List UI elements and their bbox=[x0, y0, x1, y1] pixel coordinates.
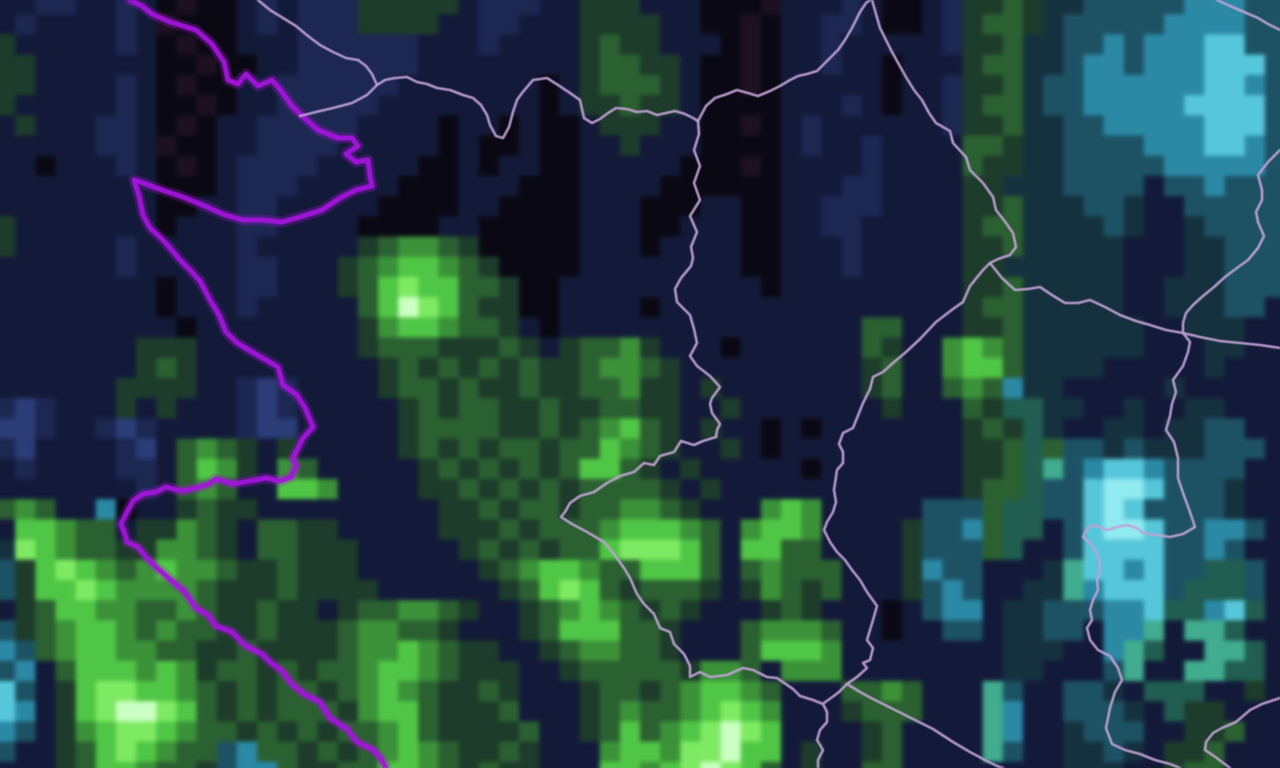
central-vertical-border bbox=[673, 119, 722, 439]
south-central-border bbox=[559, 435, 829, 768]
border-junction-spur bbox=[298, 83, 379, 118]
east-central-border bbox=[822, 0, 1018, 705]
northeast-corner-border bbox=[1215, 0, 1280, 32]
southeast-corner-border bbox=[1203, 696, 1280, 768]
west-region-border bbox=[118, 0, 389, 768]
east-horizontal-border bbox=[988, 261, 1280, 350]
southeast-diagonal-border bbox=[845, 682, 1005, 768]
north-central-border bbox=[256, 0, 872, 140]
far-east-border bbox=[1081, 148, 1280, 768]
west-region-border-glow bbox=[115, 0, 392, 768]
